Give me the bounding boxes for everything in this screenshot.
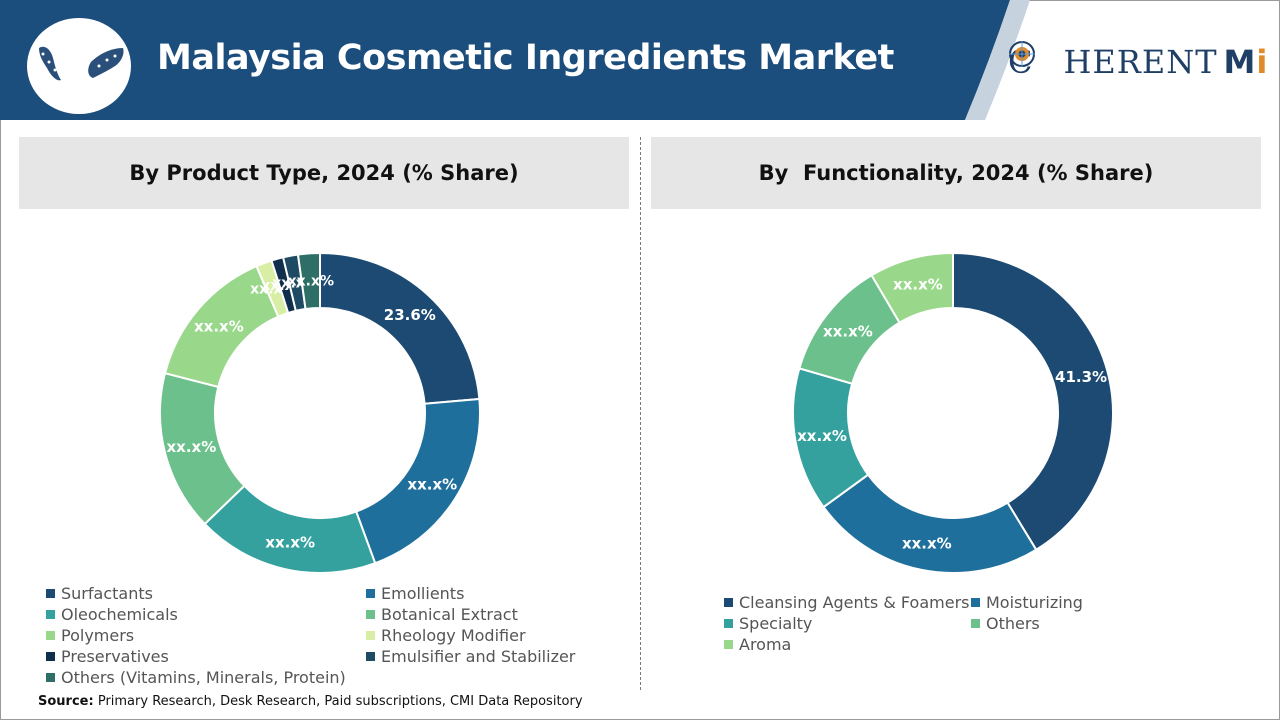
globe-icon bbox=[1009, 41, 1062, 76]
legend-label: Others (Vitamins, Minerals, Protein) bbox=[61, 667, 346, 687]
legend-swatch bbox=[46, 651, 55, 661]
legend-swatch bbox=[366, 651, 375, 661]
legend-label: Polymers bbox=[61, 625, 135, 645]
source-label: Source: bbox=[38, 694, 94, 709]
legend-swatch bbox=[366, 588, 375, 598]
legend-label: Others bbox=[986, 613, 1040, 633]
product-type-donut: 23.6%xx.x%xx.x%xx.x%xx.x%xx.x%xx.x%xx.x%… bbox=[159, 251, 481, 574]
logo-letters-herent: HERENT bbox=[1063, 43, 1218, 81]
functionality-label-others: xx.x% bbox=[823, 322, 873, 340]
product-type-legend-item-polymers: Polymers bbox=[46, 625, 134, 645]
legend-label: Moisturizing bbox=[986, 592, 1083, 612]
legend-label: Oleochemicals bbox=[61, 604, 178, 624]
product-type-legend-item-surfactants: Surfactants bbox=[46, 583, 153, 603]
legend-swatch bbox=[724, 618, 733, 628]
logo-i: i bbox=[1256, 43, 1269, 81]
header-background bbox=[0, 0, 1030, 120]
functionality-slice-cleansing-agents-foamers bbox=[952, 251, 1114, 552]
product-type-legend-item-others-vitamins-minerals-protein: Others (Vitamins, Minerals, Protein) bbox=[46, 667, 346, 687]
legend-swatch bbox=[366, 630, 375, 640]
legend-swatch bbox=[46, 672, 55, 682]
functionality-label-cleansing-agents-foamers: 41.3% bbox=[1055, 368, 1107, 386]
functionality-legend-item-moisturizing: Moisturizing bbox=[971, 592, 1083, 612]
source-note: Source: Primary Research, Desk Research,… bbox=[38, 694, 583, 709]
legend-label: Rheology Modifier bbox=[381, 625, 526, 645]
legend-swatch bbox=[46, 630, 55, 640]
product-type-legend-item-emulsifier-and-stabilizer: Emulsifier and Stabilizer bbox=[366, 646, 575, 666]
product-type-label-oleochemicals: xx.x% bbox=[265, 534, 315, 552]
legend-label: Cleansing Agents & Foamers bbox=[739, 592, 970, 612]
header-band bbox=[0, 0, 1010, 120]
legend-label: Preservatives bbox=[61, 646, 169, 666]
product-type-legend-item-botanical-extract: Botanical Extract bbox=[366, 604, 518, 624]
legend-swatch bbox=[971, 618, 980, 628]
functionality-label-moisturizing: xx.x% bbox=[902, 534, 952, 552]
functionality-label-aroma: xx.x% bbox=[893, 276, 943, 294]
product-type-label-botanical-extract: xx.x% bbox=[167, 438, 217, 456]
product-type-legend-item-rheology-modifier: Rheology Modifier bbox=[366, 625, 526, 645]
logo-m: M bbox=[1223, 43, 1257, 81]
product-type-chart-title: By Product Type, 2024 (% Share) bbox=[19, 137, 629, 209]
functionality-slice-moisturizing bbox=[822, 473, 1038, 574]
product-type-legend-item-preservatives: Preservatives bbox=[46, 646, 169, 666]
logo-mi: Mi bbox=[1224, 43, 1269, 81]
functionality-legend-item-others: Others bbox=[971, 613, 1040, 633]
product-type-legend-item-emollients: Emollients bbox=[366, 583, 464, 603]
legend-label: Aroma bbox=[739, 634, 792, 654]
functionality-legend-item-specialty: Specialty bbox=[724, 613, 812, 633]
legend-label: Specialty bbox=[739, 613, 813, 633]
legend-swatch bbox=[46, 609, 55, 619]
product-type-legend-item-oleochemicals: Oleochemicals bbox=[46, 604, 178, 624]
source-text: Primary Research, Desk Research, Paid su… bbox=[97, 694, 583, 709]
legend-label: Botanical Extract bbox=[381, 604, 518, 624]
panel-divider bbox=[640, 137, 641, 690]
malaysia-map-icon bbox=[27, 18, 131, 114]
header-band-edge bbox=[965, 0, 1030, 120]
legend-swatch bbox=[46, 588, 55, 598]
product-type-label-surfactants: 23.6% bbox=[384, 306, 436, 324]
product-type-label-others-vitamins-minerals-protein: xx.x% bbox=[288, 273, 334, 289]
product-type-slice-others-vitamins-minerals-protein bbox=[296, 251, 321, 311]
functionality-label-specialty: xx.x% bbox=[797, 427, 847, 445]
product-type-label-emollients: xx.x% bbox=[407, 475, 457, 493]
page-title: Malaysia Cosmetic Ingredients Market bbox=[157, 38, 894, 78]
legend-label: Emollients bbox=[381, 583, 465, 603]
functionality-legend-item-aroma: Aroma bbox=[724, 634, 791, 654]
functionality-donut: 41.3% xx.x% xx.x% xx.x% xx.x% bbox=[792, 251, 1114, 574]
legend-swatch bbox=[971, 597, 980, 607]
legend-label: Surfactants bbox=[61, 583, 153, 603]
product-type-slice-surfactants bbox=[319, 251, 481, 405]
functionality-legend-item-cleansing-agents-foamers: Cleansing Agents & Foamers bbox=[724, 592, 969, 612]
functionality-slice-aroma bbox=[870, 251, 954, 324]
legend-swatch bbox=[724, 639, 733, 649]
legend-swatch bbox=[366, 609, 375, 619]
coherent-mi-logo: C HERENT Mi bbox=[1008, 40, 1268, 84]
product-type-label-polymers: xx.x% bbox=[194, 318, 244, 336]
legend-swatch bbox=[724, 597, 733, 607]
functionality-chart-title: By Functionality, 2024 (% Share) bbox=[651, 137, 1261, 209]
header-banner: Malaysia Cosmetic Ingredients Market C H… bbox=[0, 0, 1280, 120]
legend-label: Emulsifier and Stabilizer bbox=[381, 646, 576, 666]
